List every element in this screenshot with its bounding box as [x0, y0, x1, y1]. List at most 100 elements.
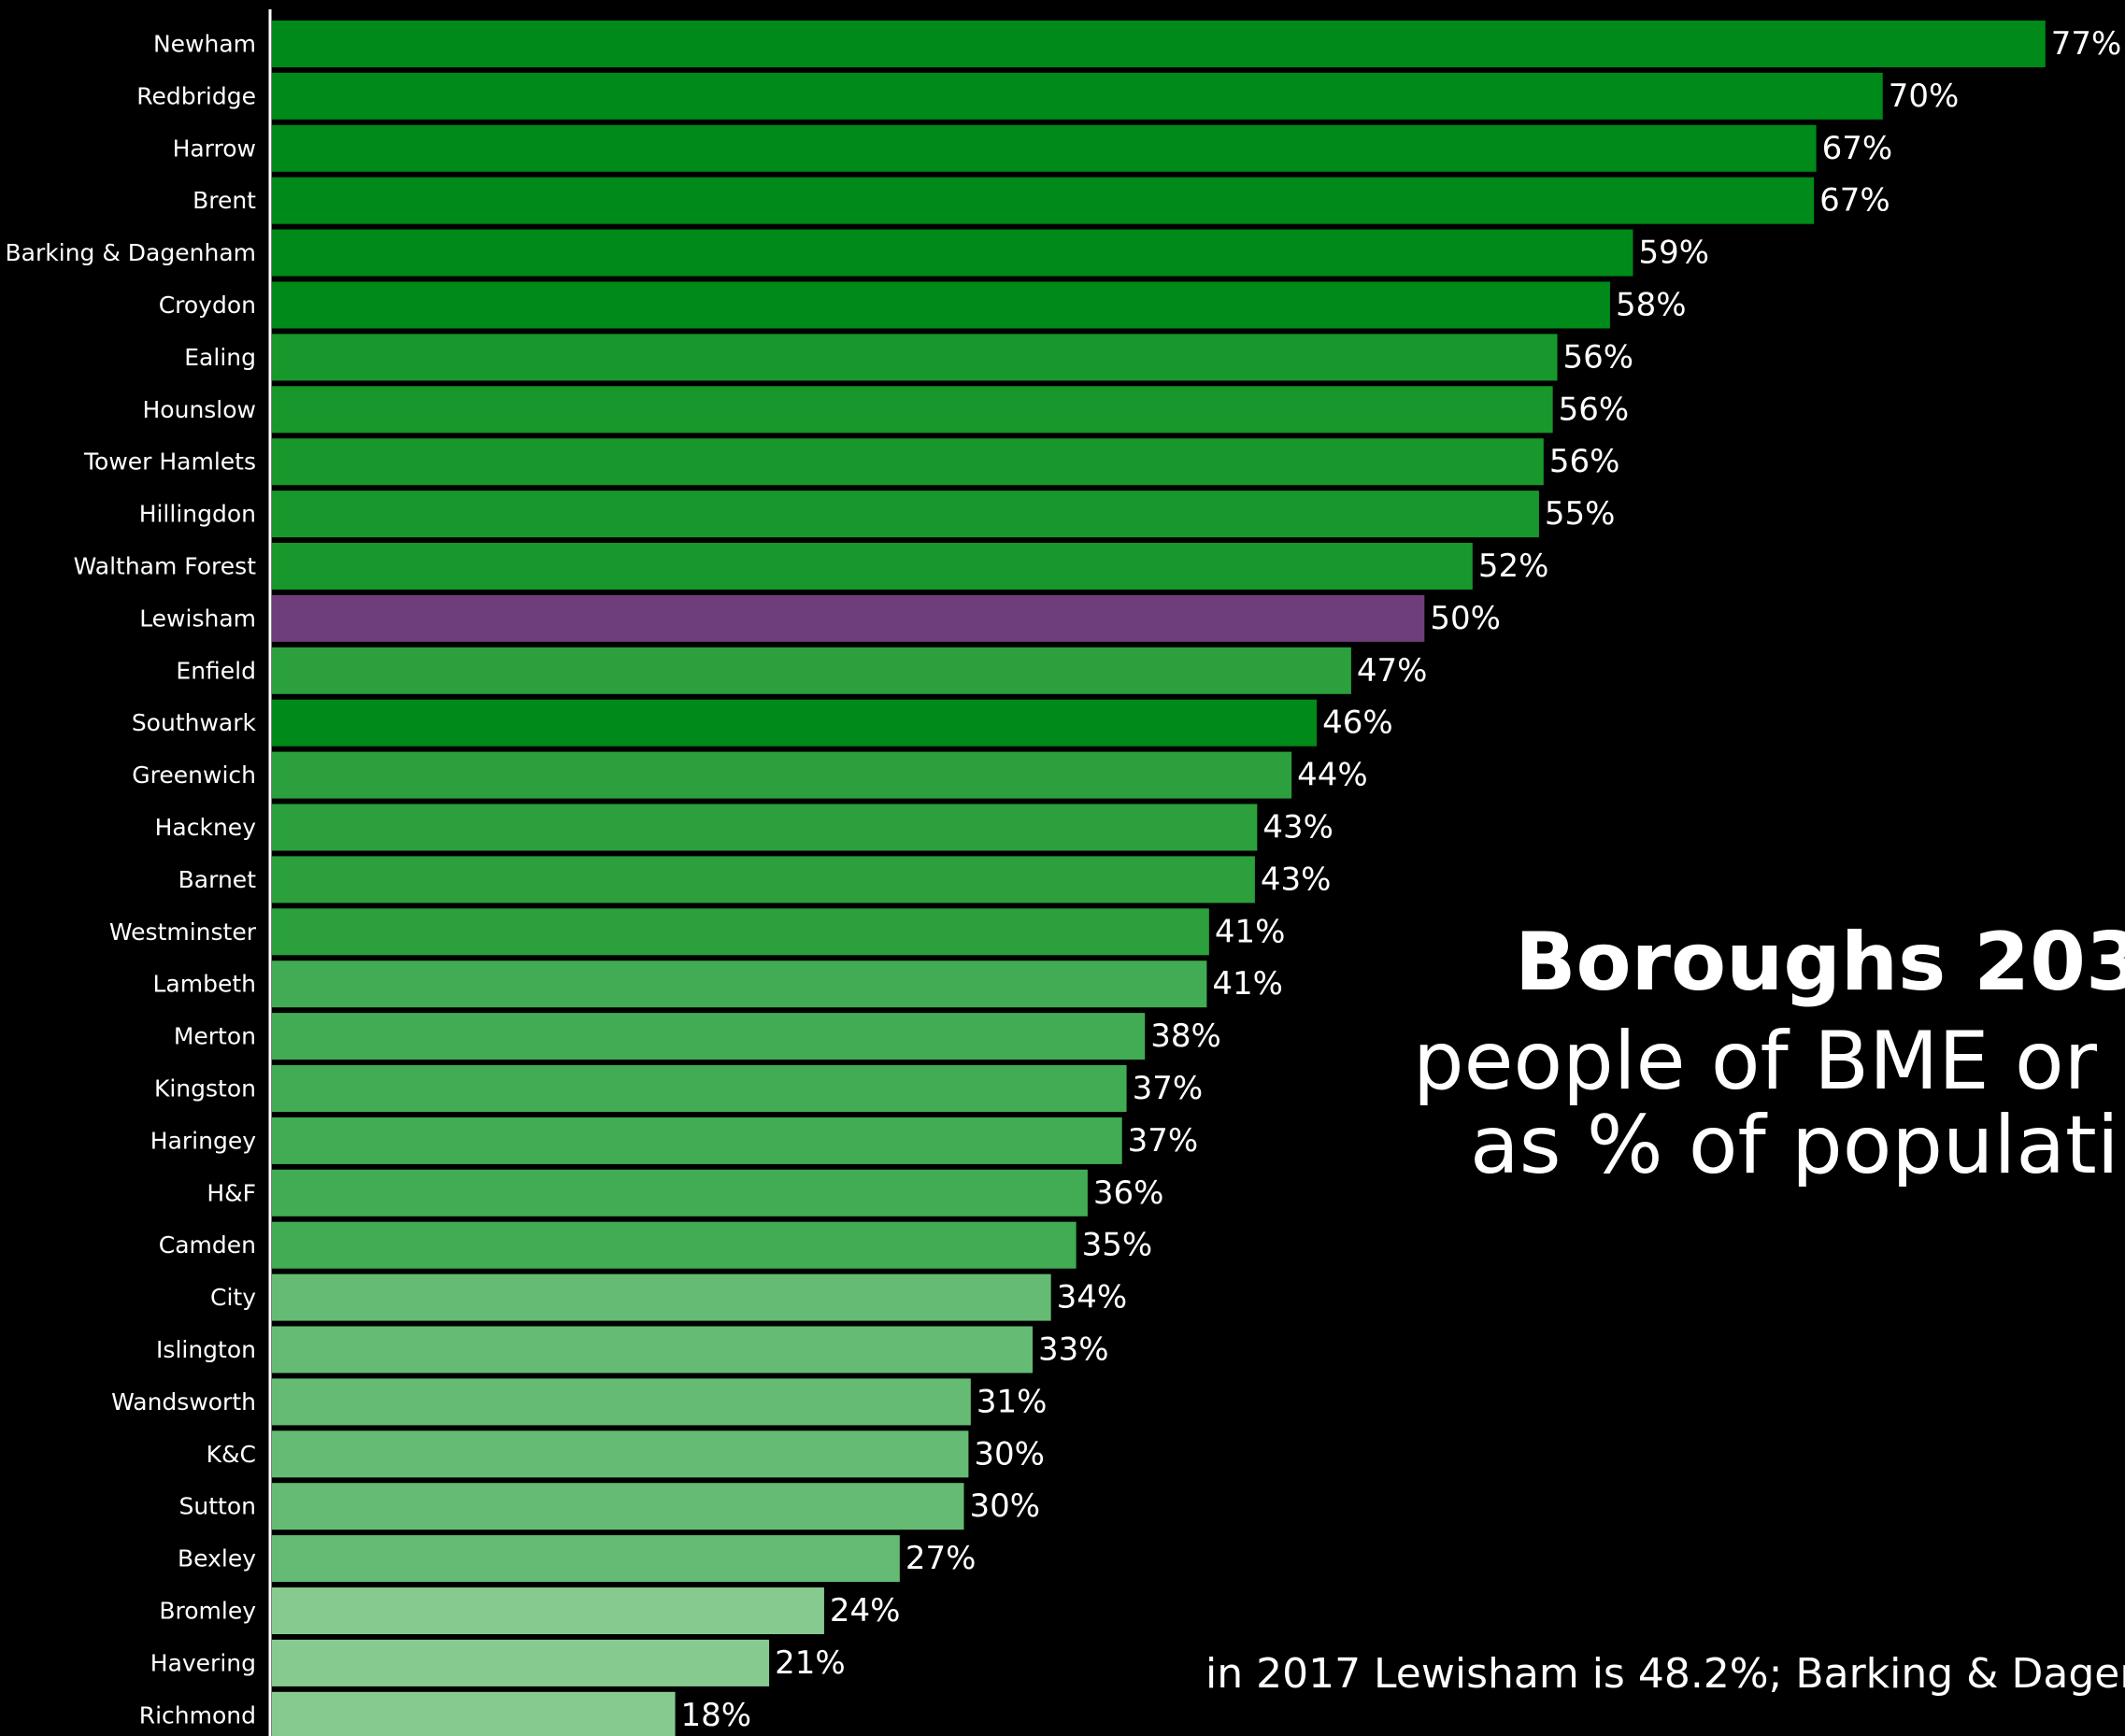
category-label: City	[210, 1284, 256, 1311]
category-label: Croydon	[159, 292, 256, 319]
data-label: 34%	[1057, 1279, 1128, 1316]
bar	[272, 1483, 964, 1530]
data-label: 55%	[1545, 495, 1616, 533]
category-label: H&F	[207, 1179, 256, 1206]
category-label: Bexley	[178, 1545, 256, 1572]
category-label: Lewisham	[139, 605, 256, 632]
category-label: Newham	[153, 31, 256, 58]
bar	[272, 1013, 1146, 1060]
bar	[272, 594, 1425, 642]
bar	[272, 1587, 824, 1634]
bar	[272, 281, 1610, 329]
bar	[272, 1117, 1122, 1164]
bar	[272, 1691, 676, 1736]
data-label: 24%	[830, 1592, 901, 1629]
bar	[272, 543, 1473, 590]
data-label: 30%	[974, 1435, 1045, 1473]
data-label: 67%	[1822, 130, 1893, 167]
category-label: Greenwich	[132, 761, 256, 789]
category-label: Barking & Dagenham	[6, 239, 256, 266]
data-label: 58%	[1616, 287, 1687, 324]
data-label: 41%	[1215, 913, 1286, 950]
category-label: Ealing	[184, 344, 256, 371]
data-label: 44%	[1297, 757, 1368, 794]
category-label: Tower Hamlets	[83, 448, 256, 476]
data-label: 18%	[681, 1697, 752, 1734]
data-label: 21%	[775, 1644, 846, 1682]
bar	[272, 491, 1539, 538]
bar	[272, 699, 1318, 747]
category-label: Barnet	[178, 866, 257, 893]
bar	[272, 1065, 1127, 1112]
bar	[272, 229, 1633, 277]
data-label: 33%	[1038, 1331, 1109, 1369]
category-label: Kingston	[154, 1075, 256, 1103]
bar	[272, 1639, 770, 1686]
bar	[272, 751, 1292, 799]
data-label: 52%	[1478, 548, 1549, 585]
data-label: 37%	[1128, 1122, 1199, 1160]
chart-title-line-2: people of BME or	[1413, 1015, 2097, 1108]
data-label: 36%	[1093, 1174, 1164, 1212]
bar	[272, 647, 1351, 694]
data-label: 38%	[1150, 1017, 1221, 1055]
category-label: Harrow	[173, 135, 256, 162]
bar	[272, 1535, 900, 1583]
bar	[272, 960, 1207, 1008]
category-label: Havering	[150, 1649, 256, 1676]
category-label: Lambeth	[153, 971, 257, 998]
data-label: 41%	[1212, 965, 1283, 1003]
category-label: Hackney	[155, 814, 257, 841]
bar	[272, 177, 1815, 224]
category-label: Waltham Forest	[74, 553, 257, 580]
chart-title: Boroughs 203 people of BME or as % of po…	[1402, 906, 2125, 1187]
bar	[272, 21, 2046, 67]
category-label: Richmond	[139, 1701, 256, 1729]
data-label: 27%	[906, 1540, 977, 1577]
category-label: Haringey	[150, 1127, 256, 1154]
category-label: Bromley	[159, 1598, 256, 1625]
data-label: 43%	[1261, 861, 1332, 898]
data-label: 67%	[1819, 182, 1890, 220]
bar	[272, 124, 1817, 172]
category-label: Westminster	[109, 918, 257, 946]
chart-title-line-1: Boroughs 203	[1515, 916, 2125, 1009]
category-label: Hillingdon	[139, 501, 256, 528]
data-label: 77%	[2051, 25, 2122, 63]
data-label: 30%	[969, 1487, 1040, 1525]
category-label: Brent	[193, 187, 256, 214]
category-label: Southwark	[132, 709, 257, 736]
bars-group: Newham 77% Redbridge 70% Harrow 67% Brent 67% Ba…	[6, 21, 2122, 1736]
bar	[272, 438, 1544, 486]
bar	[272, 1378, 971, 1426]
category-label: Islington	[156, 1336, 256, 1363]
data-label: 56%	[1549, 443, 1620, 480]
bar	[272, 386, 1553, 434]
data-label: 56%	[1563, 338, 1634, 376]
chart-title-line-3: as % of populati	[1470, 1099, 2119, 1187]
data-label: 43%	[1262, 809, 1333, 847]
category-label: Wandsworth	[111, 1388, 256, 1416]
bar	[272, 804, 1258, 851]
data-label: 59%	[1638, 235, 1709, 272]
bar	[272, 1274, 1051, 1321]
category-label: Redbridge	[136, 82, 256, 109]
data-label: 50%	[1430, 600, 1501, 637]
data-label: 35%	[1082, 1227, 1153, 1264]
bar	[272, 72, 1883, 120]
bar	[272, 856, 1255, 904]
chart-footnote: in 2017 Lewisham is 48.2%; Barking & Dag…	[1205, 1650, 2125, 1698]
category-label: K&C	[207, 1441, 256, 1468]
bar	[272, 1221, 1077, 1269]
bar	[272, 334, 1558, 381]
data-label: 46%	[1322, 704, 1393, 742]
category-label: Hounslow	[143, 396, 257, 423]
data-label: 56%	[1559, 391, 1630, 428]
data-label: 37%	[1133, 1070, 1204, 1107]
category-label: Enfield	[176, 657, 256, 684]
data-label: 31%	[977, 1383, 1048, 1420]
data-label: 70%	[1889, 78, 1960, 115]
bar	[272, 908, 1209, 956]
data-label: 47%	[1357, 652, 1428, 690]
category-label: Sutton	[179, 1493, 256, 1520]
